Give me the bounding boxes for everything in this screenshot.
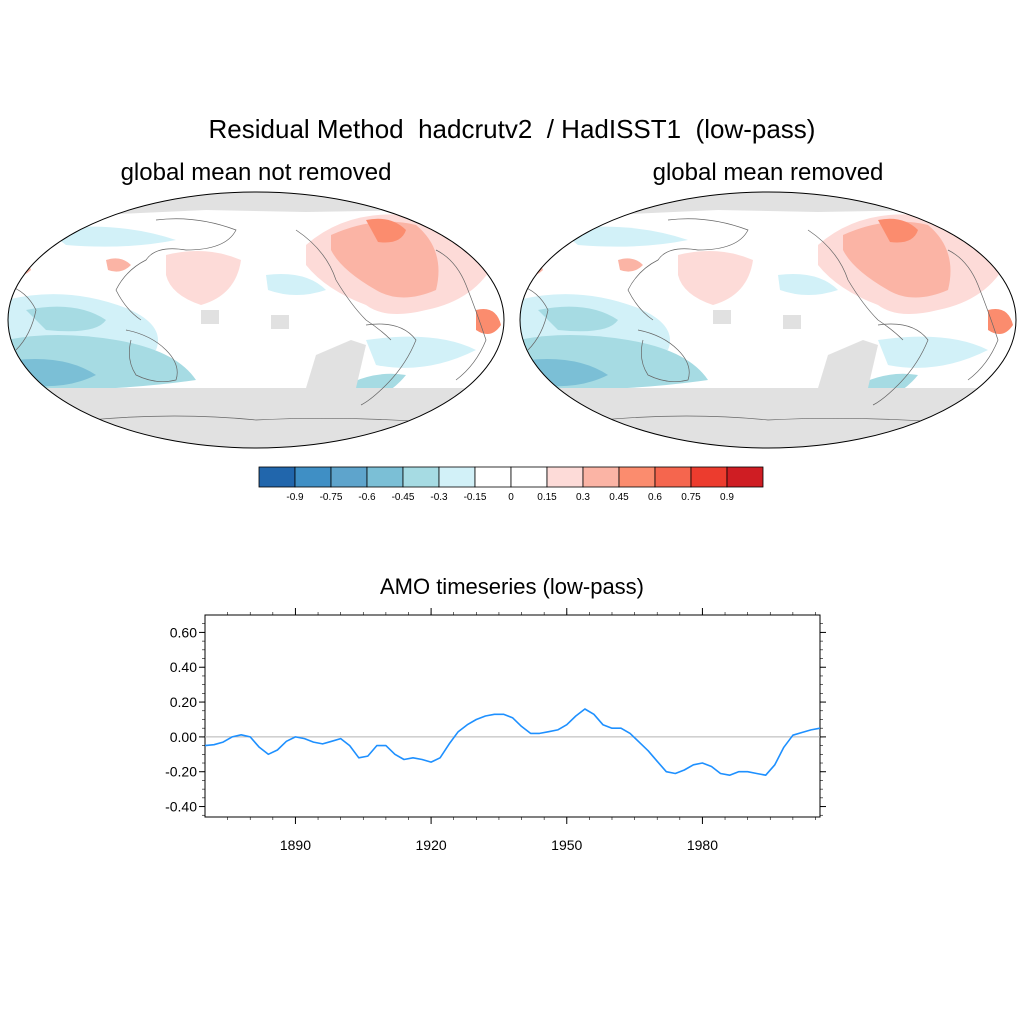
colorbar-box	[546, 466, 584, 488]
colorbar-box	[294, 466, 332, 488]
colorbar-label: 0.45	[609, 492, 629, 503]
north-atlantic-anomaly-core	[366, 218, 406, 243]
colorbar-box	[582, 466, 620, 488]
colorbar-label: -0.6	[358, 492, 376, 503]
colorbar-label: 0.15	[537, 492, 557, 503]
timeseries-chart: 0.60 0.40 0.20 0.00 -0.20 -0.40 1890 1920 1950 19…	[165, 608, 826, 853]
missing-cell-pacific	[713, 310, 731, 324]
central-pacific-anomaly	[166, 251, 241, 305]
y-tick-label: 0.60	[170, 624, 197, 640]
main-title: Residual Method hadcrutv2 / HadISST1 (lo…	[208, 114, 816, 144]
coast-north-america	[295, 229, 392, 341]
colorbar-label: -0.15	[464, 492, 487, 503]
colorbar-box	[330, 466, 368, 488]
coast-africa-east	[8, 284, 37, 351]
west-pacific-anomaly	[618, 258, 643, 272]
colorbar-box	[474, 466, 512, 488]
north-atlantic-anomaly-mid	[331, 221, 439, 298]
south-atlantic-warm-spot	[988, 309, 1013, 334]
colorbar-label: -0.45	[392, 492, 415, 503]
west-pacific-anomaly	[106, 258, 131, 272]
timeseries-title: AMO timeseries (low-pass)	[379, 574, 645, 599]
coast-north-america	[807, 229, 904, 341]
coast-south-america	[360, 323, 417, 406]
indian-ocean-anomaly-mid	[538, 306, 618, 332]
colorbar-label: 0.9	[720, 492, 734, 503]
map-right	[519, 191, 1017, 449]
north-atlantic-anomaly-core	[878, 218, 918, 243]
colorbar-box	[438, 466, 476, 488]
south-america-missing	[818, 340, 878, 388]
colorbar-label: -0.75	[320, 492, 343, 503]
colorbar-label: -0.3	[430, 492, 448, 503]
colorbar-label: 0.3	[576, 492, 590, 503]
colorbar-label: -0.9	[286, 492, 304, 503]
x-tick-label: 1890	[280, 837, 311, 853]
x-tick-label: 1920	[416, 837, 447, 853]
map-border	[7, 191, 505, 449]
colorbar-box	[690, 466, 728, 488]
map-border	[519, 191, 1017, 449]
map-right-title: global mean removed	[652, 159, 884, 186]
coast-antarctica	[45, 415, 467, 426]
coast-asia	[115, 218, 237, 321]
colorbar-label: 0.75	[681, 492, 701, 503]
colorbar-label: 0	[508, 492, 514, 503]
south-atlantic-anomaly	[366, 336, 476, 368]
plot-frame	[204, 614, 821, 818]
colorbar-box	[402, 466, 440, 488]
indian-ocean-anomaly-mid	[26, 306, 106, 332]
north-pacific-anomaly-west	[558, 226, 688, 247]
south-atlantic-warm-spot	[476, 309, 501, 334]
south-america-missing	[306, 340, 366, 388]
north-pacific-anomaly-west	[46, 226, 176, 247]
colorbar-box	[618, 466, 656, 488]
colorbar-box	[366, 466, 404, 488]
north-atlantic-anomaly-mid	[843, 221, 951, 298]
missing-cell-pacific	[201, 310, 219, 324]
colorbar-box	[726, 466, 764, 488]
y-tick-label: 0.40	[170, 659, 197, 675]
colorbar: -0.9 -0.75 -0.6 -0.45 -0.3 -0.15 0 0.15 0.3 0.45 0…	[258, 466, 764, 503]
east-pacific-anomaly	[778, 274, 838, 295]
y-tick-label: 0.00	[170, 729, 197, 745]
coast-australia	[125, 329, 178, 382]
map-field	[520, 192, 1016, 448]
colorbar-box	[510, 466, 548, 488]
coast-africa-west	[435, 249, 487, 381]
map-left	[7, 191, 505, 449]
missing-cell-east-pacific	[271, 315, 289, 329]
coast-australia	[637, 329, 690, 382]
colorbar-box	[654, 466, 692, 488]
missing-cell-east-pacific	[783, 315, 801, 329]
map-left-title: global mean not removed	[120, 159, 392, 186]
colorbar-label: 0.6	[648, 492, 662, 503]
x-tick-label: 1980	[687, 837, 718, 853]
coast-antarctica	[557, 415, 979, 426]
coast-africa-west	[947, 249, 999, 381]
coast-south-america	[872, 323, 929, 406]
coast-asia	[627, 218, 749, 321]
colorbar-box	[258, 466, 296, 488]
central-pacific-anomaly	[678, 251, 753, 305]
y-tick-label: -0.40	[165, 799, 197, 815]
y-tick-label: 0.20	[170, 694, 197, 710]
y-tick-label: -0.20	[165, 764, 197, 780]
coast-africa-east	[520, 284, 549, 351]
south-atlantic-anomaly	[878, 336, 988, 368]
series-line-amo	[204, 708, 821, 776]
east-pacific-anomaly	[266, 274, 326, 295]
x-tick-label: 1950	[551, 837, 582, 853]
